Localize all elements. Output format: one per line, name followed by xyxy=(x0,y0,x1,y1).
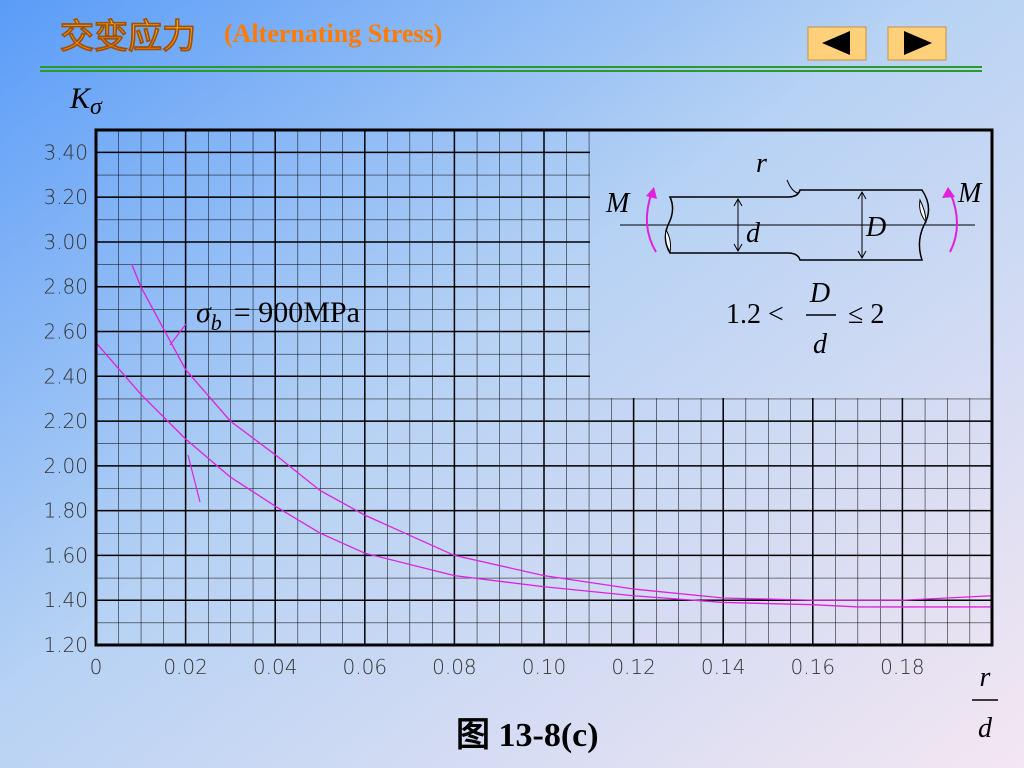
y-tick-label: 1.20 xyxy=(43,633,88,657)
svg-text:M: M xyxy=(605,188,631,219)
prev-button[interactable] xyxy=(807,26,867,61)
x-tick-label: 0.12 xyxy=(611,655,656,679)
svg-text:r: r xyxy=(756,148,767,179)
curve xyxy=(95,342,992,608)
y-tick-label: 2.40 xyxy=(43,364,88,388)
curve xyxy=(131,264,993,601)
y-tick-label: 1.80 xyxy=(43,499,88,523)
y-tick-label: 3.00 xyxy=(43,230,88,254)
y-tick-label: 2.60 xyxy=(43,320,88,344)
annotation: σb = 900MPa xyxy=(196,296,360,335)
x-tick-label: 0.10 xyxy=(522,655,567,679)
x-tick-label: 0.06 xyxy=(343,655,388,679)
title-cn: 交变应力 xyxy=(60,17,196,57)
y-tick-label: 3.20 xyxy=(43,185,88,209)
svg-text:d: d xyxy=(746,218,761,249)
svg-text:d: d xyxy=(813,329,828,360)
svg-text:D: D xyxy=(865,212,886,243)
x-tick-label: 0.18 xyxy=(880,655,925,679)
leader xyxy=(187,454,201,503)
x-tick-label: 0.08 xyxy=(432,655,477,679)
plot-frame xyxy=(94,128,994,647)
y-tick-label: 3.40 xyxy=(43,140,88,164)
x-axis-label: r d xyxy=(972,662,998,744)
y-tick-label: 1.40 xyxy=(43,588,88,612)
svg-text:M: M xyxy=(957,178,983,209)
y-tick-label: 1.60 xyxy=(43,543,88,567)
x-tick-label: 0.14 xyxy=(701,655,746,679)
inset: r M d D M 1.2 < D d ≤ 2 xyxy=(605,148,983,360)
y-tick-label: 2.00 xyxy=(43,454,88,478)
y-tick-label: 2.20 xyxy=(43,409,88,433)
svg-text:1.2 <: 1.2 < xyxy=(726,299,784,330)
y-tick-label: 2.80 xyxy=(43,275,88,299)
x-tick-label: 0 xyxy=(90,655,103,679)
leader xyxy=(169,323,187,346)
svg-text:≤ 2: ≤ 2 xyxy=(848,299,884,330)
title-en: (Alternating Stress) xyxy=(224,19,442,48)
svg-text:d: d xyxy=(978,713,993,744)
x-tick-label: 0.02 xyxy=(163,655,208,679)
caption: 图 13-8(c) xyxy=(456,717,599,754)
next-button[interactable] xyxy=(887,26,947,61)
svg-text:D: D xyxy=(809,278,830,309)
x-tick-label: 0.04 xyxy=(253,655,298,679)
x-tick-label: 0.16 xyxy=(791,655,836,679)
svg-text:r: r xyxy=(980,662,991,693)
y-axis-label: Kσ xyxy=(69,82,103,120)
